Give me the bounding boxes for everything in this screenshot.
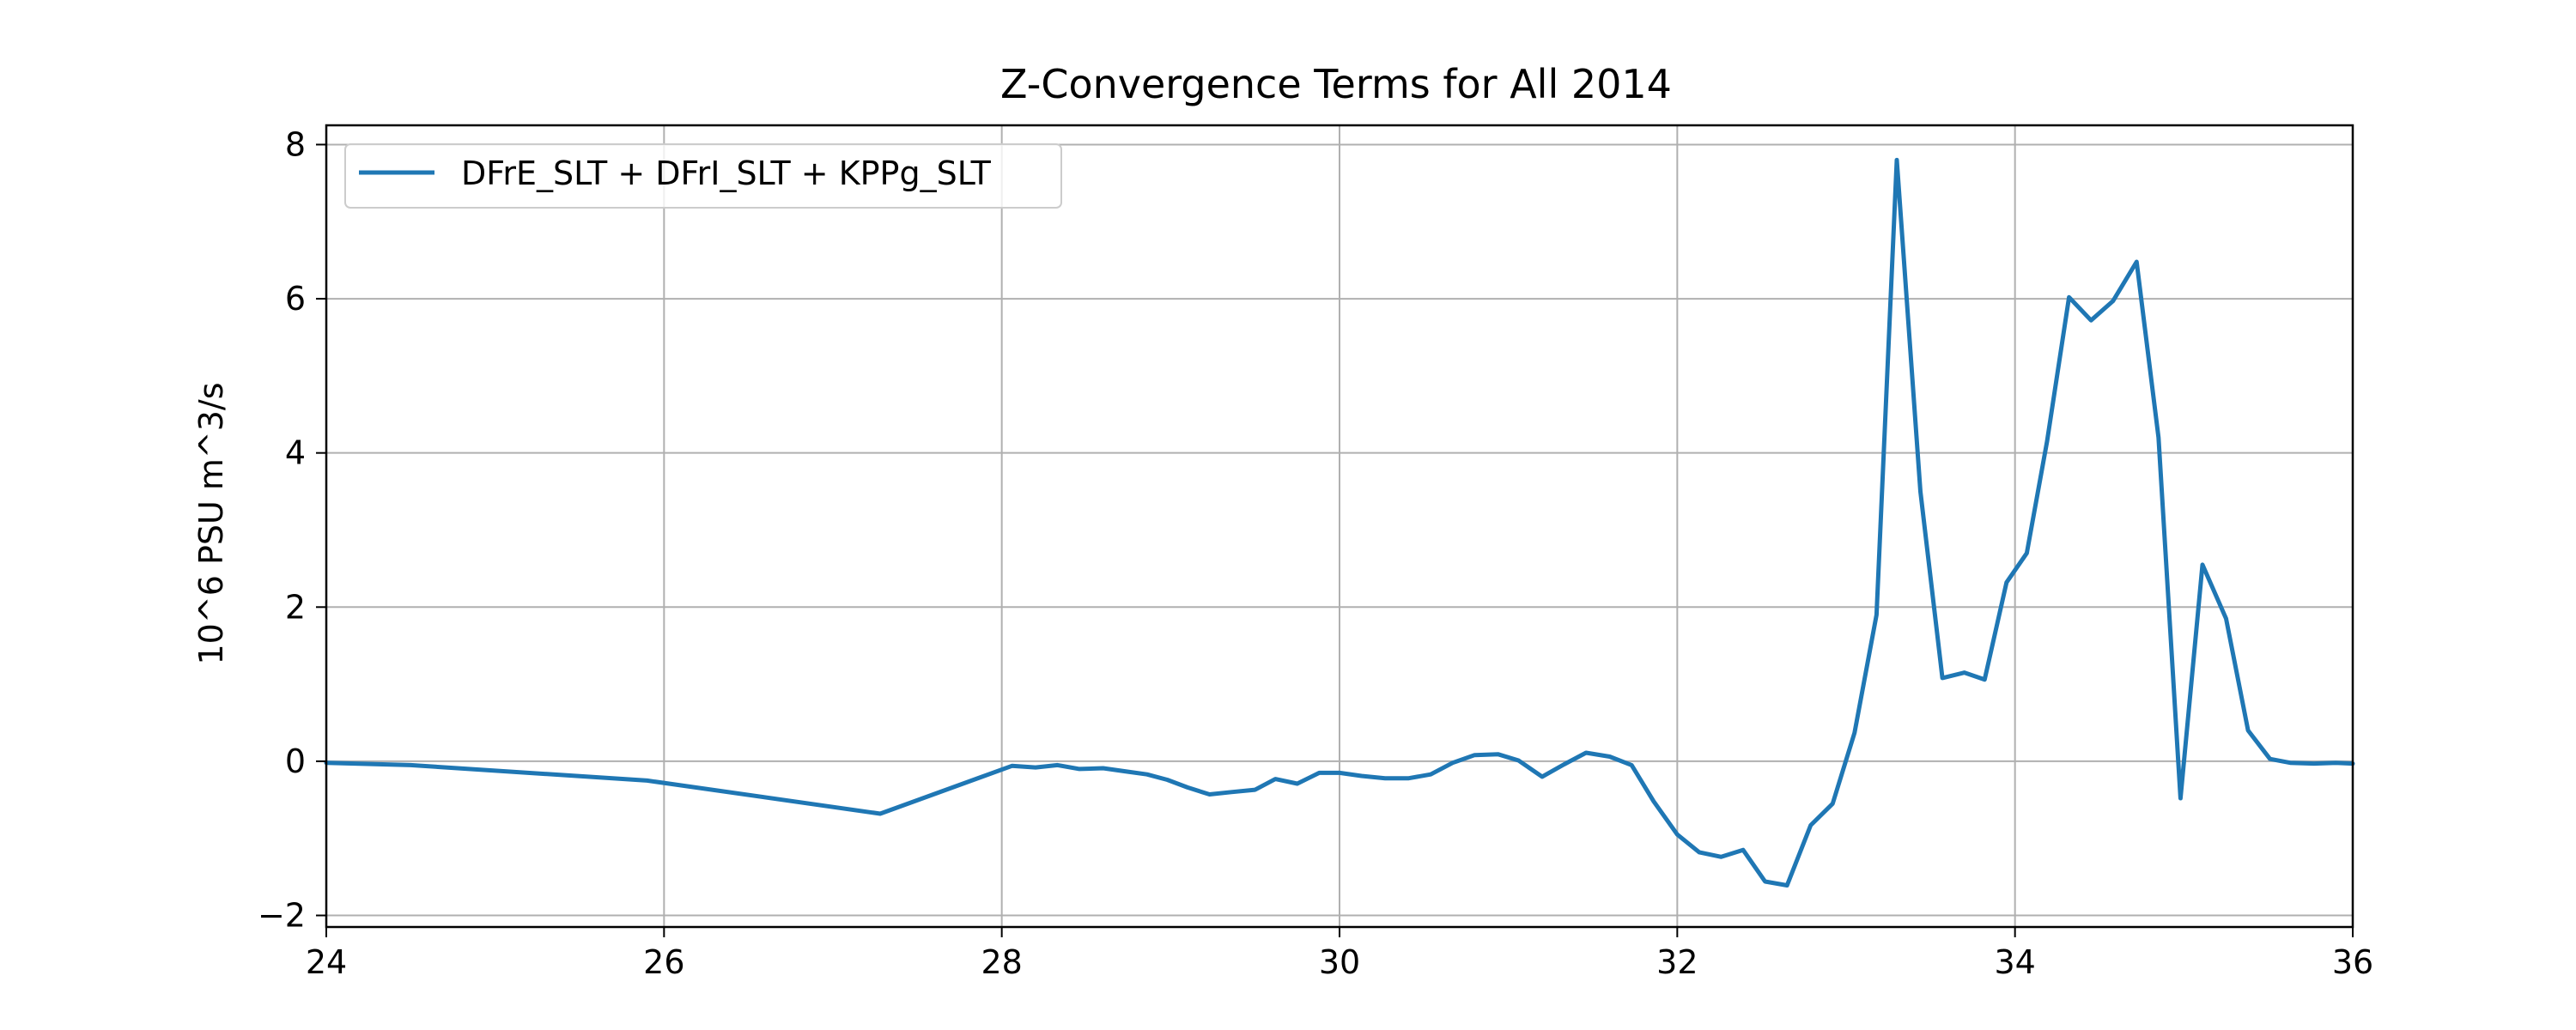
chart-title: Z-Convergence Terms for All 2014 — [1000, 61, 1672, 107]
y-tick-label: 0 — [285, 742, 306, 780]
x-tick-label: 30 — [1319, 943, 1360, 981]
y-tick-label: 6 — [285, 280, 306, 318]
y-tick-label: −2 — [258, 897, 306, 935]
x-tick-label: 32 — [1656, 943, 1698, 981]
x-tick-label: 28 — [981, 943, 1022, 981]
legend-box — [344, 143, 1062, 209]
x-tick-label: 24 — [306, 943, 347, 981]
x-tick-label: 26 — [643, 943, 684, 981]
legend: DFrE_SLT + DFrI_SLT + KPPg_SLT — [344, 143, 1062, 209]
y-tick-label: 4 — [285, 434, 306, 472]
series-line — [324, 157, 2355, 888]
y-tick-label: 2 — [285, 588, 306, 626]
x-tick-label: 34 — [1994, 943, 2035, 981]
y-axis-label: 10^6 PSU m^3/s — [192, 382, 230, 664]
legend-series-label: DFrE_SLT + DFrI_SLT + KPPg_SLT — [461, 154, 992, 192]
series-layer — [324, 157, 2355, 888]
grid — [325, 125, 2354, 927]
x-tick-label: 36 — [2332, 943, 2373, 981]
y-tick-label: 8 — [285, 125, 306, 163]
